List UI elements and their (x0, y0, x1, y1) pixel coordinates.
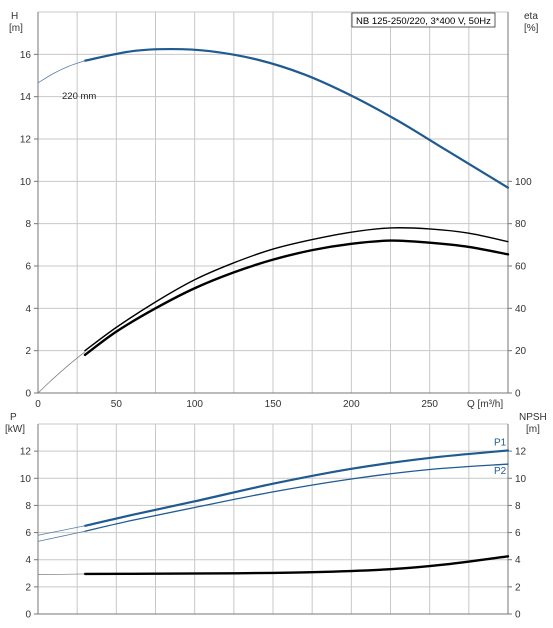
right-tick-label: 40 (515, 304, 527, 315)
series-label-p1: P1 (494, 437, 507, 448)
right-axis-unit-percent: [%] (524, 23, 539, 34)
right-axis-label-eta: eta (524, 11, 538, 22)
x-tick-label: 0 (35, 399, 41, 410)
series-line-1 (37, 60, 86, 84)
right-tick-label: 80 (515, 219, 527, 230)
bottom-panel: 0 2 4 6 8 10 12 0 2 4 6 8 10 12 P [kW] NPSH [m] P1 P… (5, 412, 547, 621)
top-series-group (37, 47, 510, 394)
right-tick-label: 100 (515, 177, 532, 188)
left-tick-label: 16 (20, 50, 32, 61)
right-tick-label: 60 (515, 262, 527, 273)
right-tick-label: 10 (515, 474, 527, 485)
left-axis-unit-m: [m] (9, 23, 23, 34)
right-tick-label: 12 (515, 447, 527, 458)
left-tick-label: 8 (25, 219, 31, 230)
left-tick-label: 10 (20, 474, 32, 485)
left-axis-label-h: H (11, 11, 18, 22)
left-tick-label: 0 (25, 610, 31, 621)
title-box (351, 12, 496, 28)
right-tick-label: 8 (515, 501, 521, 512)
x-tick-label: 200 (343, 399, 360, 410)
series-line-0 (83, 47, 510, 189)
right-tick-label: 0 (515, 389, 521, 400)
series-label-p2: P2 (494, 466, 507, 477)
top-axes (37, 12, 509, 394)
x-tick-label: 250 (421, 399, 438, 410)
left-tick-label: 4 (25, 304, 31, 315)
top-panel: 0 2 4 6 8 10 12 14 16 0 20 40 60 80 100 0 50 100 150 200 2… (9, 11, 539, 410)
left-tick-label: 8 (25, 501, 31, 512)
right-tick-label: 4 (515, 555, 521, 566)
series-line-3 (37, 530, 86, 542)
right-tick-label: 6 (515, 528, 521, 539)
bottom-axes (37, 424, 509, 615)
impeller-annotation: 220 mm (62, 91, 96, 102)
series-line-5 (37, 573, 86, 575)
series-line-p1 (83, 449, 510, 527)
series-line-p2 (84, 463, 509, 532)
left-tick-label: 10 (20, 177, 32, 188)
left-tick-label: 6 (25, 528, 31, 539)
left-tick-label: 0 (25, 389, 31, 400)
left-tick-label: 12 (20, 135, 32, 146)
right-tick-label: 2 (515, 582, 521, 593)
bottom-grid (38, 423, 509, 614)
series-line-4 (83, 555, 510, 576)
right-axis-unit-m: [m] (526, 424, 540, 435)
series-line-4 (37, 351, 86, 394)
series-line-2 (37, 525, 86, 536)
chart-title: NB 125-250/220, 3*400 V, 50Hz (356, 16, 491, 27)
x-tick-label: 100 (186, 399, 203, 410)
bottom-series-group (37, 449, 510, 576)
x-tick-label: 150 (265, 399, 282, 410)
bottom-left-tick-labels: 0 2 4 6 8 10 12 (20, 447, 38, 621)
right-axis-label-npsh: NPSH (519, 412, 547, 423)
left-tick-label: 6 (25, 262, 31, 273)
left-axis-unit-kw: [kW] (5, 424, 25, 435)
bottom-right-tick-labels: 0 2 4 6 8 10 12 (508, 447, 527, 621)
left-tick-label: 2 (25, 346, 31, 357)
top-right-tick-labels: 0 20 40 60 80 100 (508, 177, 532, 400)
right-tick-label: 0 (515, 610, 521, 621)
series-line-2 (84, 227, 509, 352)
left-axis-label-p: P (10, 412, 17, 423)
left-tick-label: 12 (20, 447, 32, 458)
series-line-3 (83, 239, 510, 357)
x-tick-label: 50 (111, 399, 123, 410)
x-axis-label: Q [m³/h] (467, 399, 503, 410)
right-tick-label: 20 (515, 346, 527, 357)
left-tick-label: 4 (25, 555, 31, 566)
top-x-tick-labels: 0 50 100 150 200 250 (35, 399, 438, 410)
left-tick-label: 2 (25, 582, 31, 593)
left-tick-label: 14 (20, 92, 32, 103)
top-left-tick-labels: 0 2 4 6 8 10 12 14 16 (20, 50, 38, 400)
